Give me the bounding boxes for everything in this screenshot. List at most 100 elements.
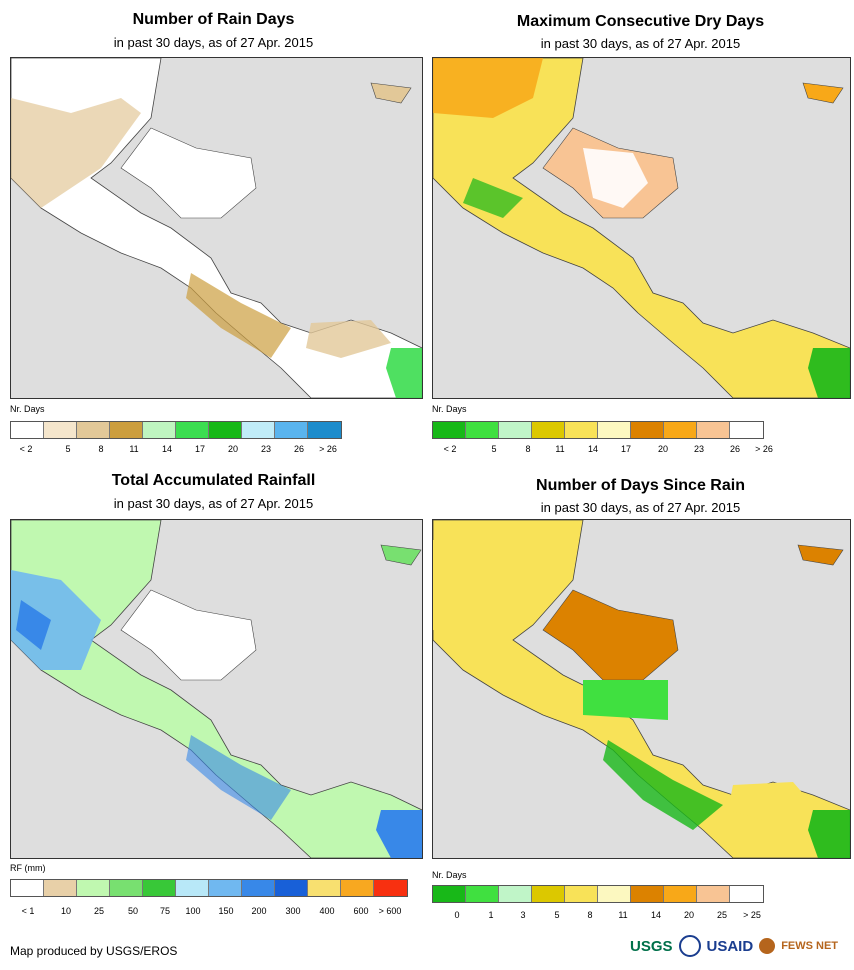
panel-title: Total Accumulated Rainfall xyxy=(111,472,316,489)
legend-swatch xyxy=(598,886,631,902)
legend-tick: 100 xyxy=(185,906,201,916)
legend-tick: > 26 xyxy=(755,444,773,454)
legend-swatch xyxy=(697,422,730,438)
legend-swatch xyxy=(730,886,763,902)
legend-swatch xyxy=(11,880,44,896)
legend-tick: 17 xyxy=(620,444,632,454)
legend-tick: 300 xyxy=(285,906,301,916)
legend-tick: 600 xyxy=(353,906,369,916)
legend-ticks: 0 1 3 5 8 11 14 20 25 > 25 xyxy=(432,910,782,922)
legend-swatch xyxy=(631,886,664,902)
usgs-logo: USGS xyxy=(630,937,673,955)
map-total-rainfall xyxy=(10,519,423,859)
legend-swatch xyxy=(631,422,664,438)
legend-tick: 50 xyxy=(127,906,139,916)
legend-tick: 26 xyxy=(729,444,741,454)
map-rain-days xyxy=(10,57,423,399)
legend-tick: 1 xyxy=(488,910,494,920)
legend-tick: < 1 xyxy=(21,906,35,916)
legend-tick: 23 xyxy=(260,444,272,454)
legend-swatch xyxy=(598,422,631,438)
credit-text: Map produced by USGS/EROS xyxy=(10,944,178,958)
panel-rain-days: Number of Rain Days in past 30 days, as … xyxy=(0,0,427,485)
legend-tick: 200 xyxy=(251,906,267,916)
legend-swatch xyxy=(44,880,77,896)
legend-tick: 8 xyxy=(587,910,593,920)
legend-tick: 400 xyxy=(319,906,335,916)
legend-swatch xyxy=(374,880,407,896)
legend-tick: 0 xyxy=(454,910,460,920)
legend-swatch xyxy=(730,422,763,438)
fewsnet-icon xyxy=(759,938,776,954)
legend-swatch xyxy=(209,880,242,896)
legend-swatch xyxy=(209,422,242,438)
legend-swatch xyxy=(466,886,499,902)
legend-tick: 3 xyxy=(520,910,526,920)
legend-ticks: < 1 10 25 50 75 100 150 200 300 400 600 … xyxy=(10,906,410,918)
legend-tick: 14 xyxy=(587,444,599,454)
legend-swatch xyxy=(143,880,176,896)
legend-unit: Nr. Days xyxy=(10,404,45,414)
panel-subtitle: in past 30 days, as of 27 Apr. 2015 xyxy=(540,36,741,51)
legend-swatch xyxy=(176,880,209,896)
legend-tick: 23 xyxy=(693,444,705,454)
legend-swatch xyxy=(341,880,374,896)
panel-max-dry-days: Maximum Consecutive Dry Days in past 30 … xyxy=(427,0,854,485)
legend-swatch xyxy=(499,886,532,902)
panel-title: Number of Days Since Rain xyxy=(536,477,745,494)
legend-tick: 8 xyxy=(525,444,531,454)
legend-tick: 20 xyxy=(683,910,695,920)
legend-swatch xyxy=(77,880,110,896)
legend-tick: 10 xyxy=(60,906,72,916)
legend-swatch xyxy=(77,422,110,438)
legend-tick: 17 xyxy=(194,444,206,454)
legend-swatch xyxy=(532,886,565,902)
map-max-dry-days xyxy=(432,57,851,399)
legend-tick: 11 xyxy=(618,910,628,920)
legend-tick: 20 xyxy=(657,444,669,454)
legend-tick: > 600 xyxy=(378,906,402,916)
legend-colorbar xyxy=(10,879,408,897)
map-days-since-rain xyxy=(432,519,851,859)
legend-swatch xyxy=(275,880,308,896)
fewsnet-logo: FEWS NET xyxy=(781,940,839,952)
legend-tick: > 25 xyxy=(743,910,761,920)
usaid-logo: USAID xyxy=(706,937,754,955)
legend-tick: 14 xyxy=(161,444,173,454)
panel-subtitle: in past 30 days, as of 27 Apr. 2015 xyxy=(540,500,741,515)
panel-days-since-rain: Number of Days Since Rain in past 30 day… xyxy=(427,465,854,950)
legend-colorbar xyxy=(10,421,342,439)
legend-swatch xyxy=(433,886,466,902)
legend-tick: 5 xyxy=(554,910,560,920)
legend-swatch xyxy=(466,422,499,438)
legend-unit: Nr. Days xyxy=(432,404,467,414)
legend-swatch xyxy=(697,886,730,902)
legend-tick: < 2 xyxy=(443,444,457,454)
legend-tick: 14 xyxy=(650,910,662,920)
legend-tick: 25 xyxy=(716,910,728,920)
panel-subtitle: in past 30 days, as of 27 Apr. 2015 xyxy=(113,35,314,50)
panel-total-rainfall: Total Accumulated Rainfall in past 30 da… xyxy=(0,465,427,950)
legend-tick: 26 xyxy=(293,444,305,454)
panel-title: Maximum Consecutive Dry Days xyxy=(516,13,765,30)
usaid-seal-icon xyxy=(678,935,701,957)
panel-title: Number of Rain Days xyxy=(132,11,295,28)
legend-tick: 5 xyxy=(65,444,71,454)
legend-tick: < 2 xyxy=(19,444,33,454)
logo-strip: USGS USAID FEWS NET xyxy=(630,932,845,960)
legend-colorbar xyxy=(432,421,764,439)
legend-swatch xyxy=(242,422,275,438)
legend-swatch xyxy=(532,422,565,438)
legend-swatch xyxy=(275,422,308,438)
legend-swatch xyxy=(110,880,143,896)
legend-swatch xyxy=(308,422,341,438)
legend-unit: RF (mm) xyxy=(10,863,46,873)
legend-swatch xyxy=(664,886,697,902)
legend-swatch xyxy=(499,422,532,438)
legend-tick: > 26 xyxy=(319,444,337,454)
legend-tick: 11 xyxy=(129,444,139,454)
legend-tick: 8 xyxy=(98,444,104,454)
legend-tick: 11 xyxy=(555,444,565,454)
legend-swatch xyxy=(11,422,44,438)
legend-ticks: < 2 5 8 11 14 17 20 23 26 > 26 xyxy=(10,444,342,456)
